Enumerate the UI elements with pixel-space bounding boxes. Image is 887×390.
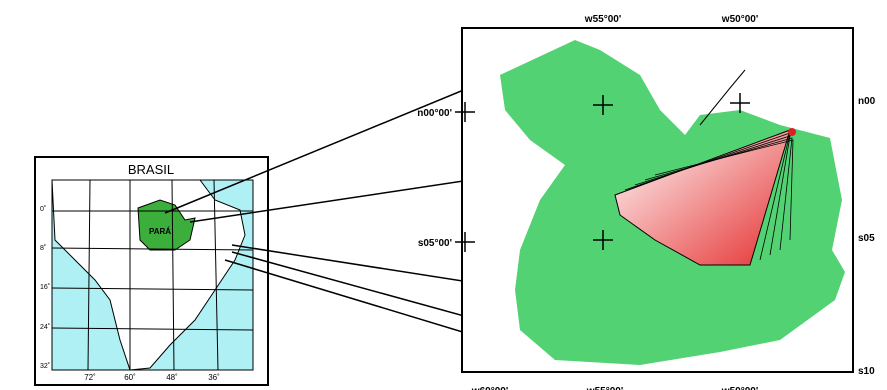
study-area-layers xyxy=(624,132,794,261)
crosses xyxy=(455,93,750,252)
top-label: w55°00' xyxy=(584,14,621,25)
lon-label: 60˚ xyxy=(124,373,136,382)
bottom-label: w60°00' xyxy=(471,386,508,390)
right-label: s05 xyxy=(858,233,875,244)
inset-grid xyxy=(51,179,254,371)
inset-title: BRASIL xyxy=(128,162,174,177)
right-label: n00 xyxy=(858,96,876,107)
lat-label: 24˚ xyxy=(40,323,50,331)
lat-label: 8˚ xyxy=(40,244,46,252)
bottom-label: w55°00' xyxy=(586,386,623,390)
south-america xyxy=(51,179,246,371)
point xyxy=(788,128,796,136)
top-label: w50°00' xyxy=(721,14,758,25)
lat-label: 16˚ xyxy=(40,283,50,291)
bottom-label: w50°00' xyxy=(721,386,758,390)
lon-label: 72˚ xyxy=(84,373,96,382)
right-label: s10 xyxy=(858,366,875,377)
left-label: s05°00' xyxy=(418,238,452,249)
para-state xyxy=(137,199,196,251)
lon-label: 36˚ xyxy=(208,373,220,382)
lat-label: 32˚ xyxy=(40,362,50,370)
left-label: n00°00' xyxy=(417,108,452,119)
river xyxy=(699,69,746,126)
lon-label: 48˚ xyxy=(166,373,178,382)
state-label: PARÁ xyxy=(149,227,171,236)
lat-label: 0˚ xyxy=(40,205,46,213)
